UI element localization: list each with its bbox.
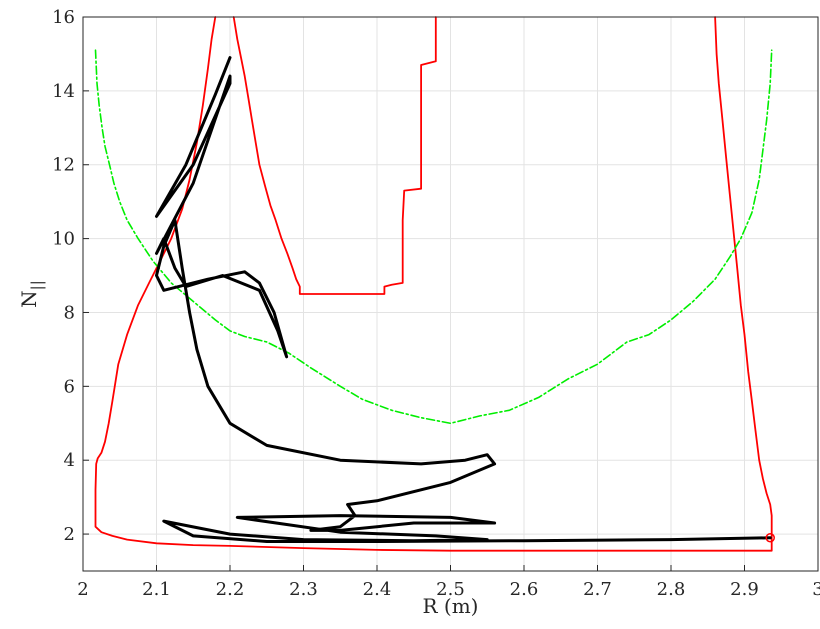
ticks: 2 2.1 2.2 2.3 2.4 2.5 2.6 2.7 2.8 2.9 3 2 4 6 8 10 12 14 1… — [52, 7, 820, 600]
y-tick-label: 10 — [52, 229, 75, 250]
ray-trajectory — [155, 56, 772, 543]
y-tick-label: 16 — [52, 7, 75, 28]
y-tick-label: 12 — [52, 155, 75, 176]
y-tick-label: 4 — [64, 450, 75, 471]
x-tick-label: 2.8 — [657, 579, 686, 600]
x-tick-label: 2.1 — [142, 579, 171, 600]
x-tick-label: 2.9 — [730, 579, 759, 600]
y-tick-label: 14 — [52, 81, 75, 102]
x-tick-label: 2.7 — [583, 579, 612, 600]
plot-area — [94, 16, 775, 552]
y-axis-label-subscript: || — [28, 280, 46, 290]
x-tick-label: 2.6 — [510, 579, 539, 600]
y-axis-label: N|| — [17, 280, 46, 308]
y-tick-label: 2 — [64, 524, 75, 545]
x-tick-label: 2.5 — [436, 579, 465, 600]
red-boundary-curve-1 — [232, 16, 437, 295]
x-tick-label: 2.4 — [363, 579, 392, 600]
x-tick-label: 2.3 — [289, 579, 318, 600]
x-tick-label: 2 — [77, 579, 88, 600]
x-tick-label: 3 — [812, 579, 820, 600]
x-tick-label: 2.2 — [216, 579, 245, 600]
y-tick-label: 6 — [64, 376, 75, 397]
green-dashdot-curve — [94, 49, 773, 425]
red-boundary-curve-0 — [94, 16, 773, 552]
x-axis-label: R (m) — [423, 594, 479, 618]
y-axis-label-main: N — [17, 290, 41, 308]
grid — [82, 16, 819, 571]
launch-point-marker — [765, 533, 775, 543]
y-tick-label: 8 — [64, 302, 75, 323]
